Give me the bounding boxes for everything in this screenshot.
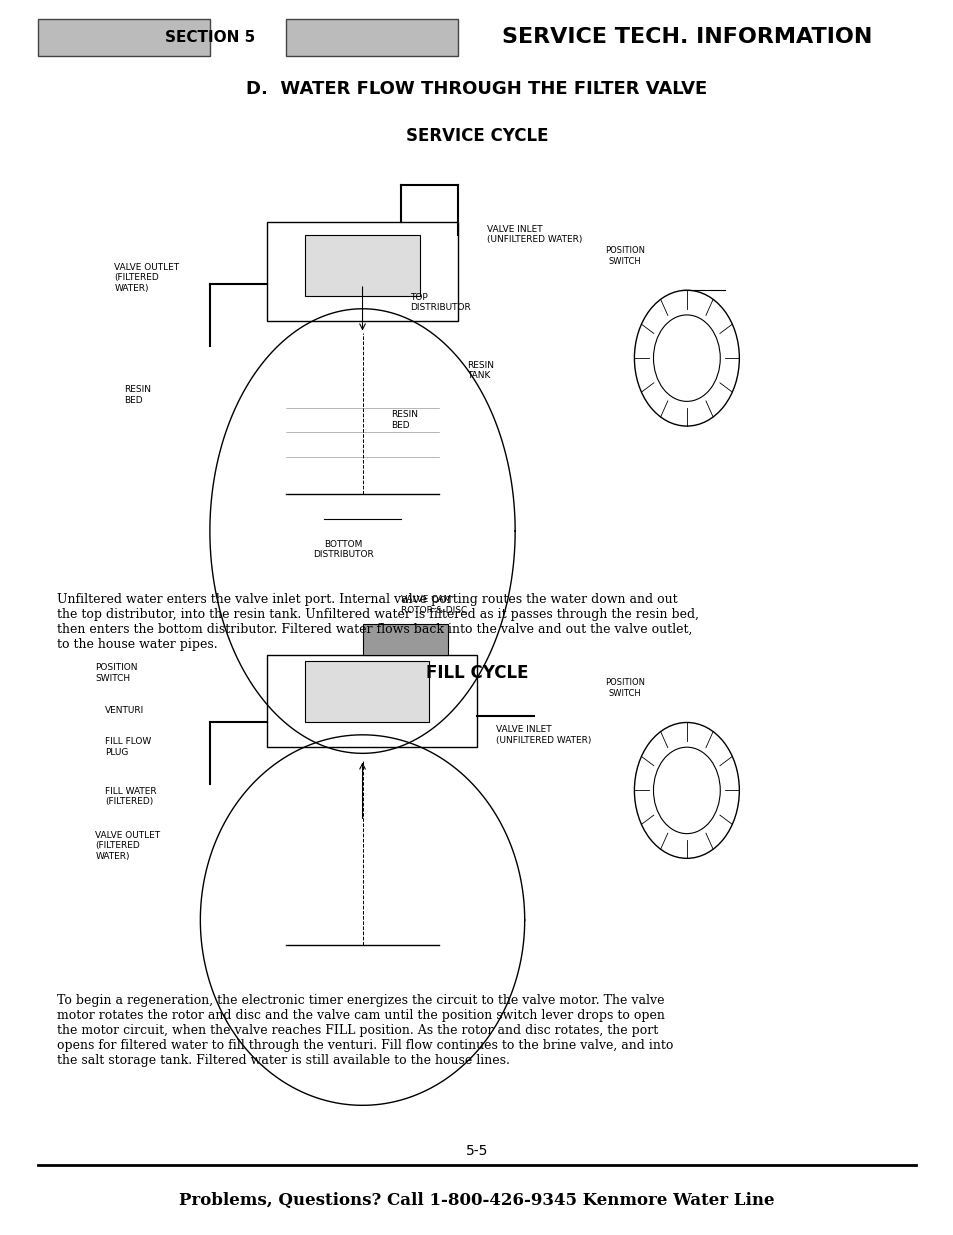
Text: RESIN
BED: RESIN BED <box>391 410 417 430</box>
Text: SECTION 5: SECTION 5 <box>165 30 254 44</box>
Bar <box>362 624 448 655</box>
Text: RESIN
TANK: RESIN TANK <box>467 361 494 380</box>
Text: BOTTOM
DISTRIBUTOR: BOTTOM DISTRIBUTOR <box>313 540 374 559</box>
Text: POSITION
SWITCH: POSITION SWITCH <box>95 663 138 683</box>
Text: FILL CYCLE: FILL CYCLE <box>425 664 528 682</box>
Text: Unfiltered water enters the valve inlet port. Internal valve porting routes the : Unfiltered water enters the valve inlet … <box>57 593 699 651</box>
Text: POSITION
SWITCH: POSITION SWITCH <box>604 678 644 698</box>
Text: VALVE OUTLET
(FILTERED
WATER): VALVE OUTLET (FILTERED WATER) <box>95 831 160 861</box>
Text: VENTURI: VENTURI <box>105 705 144 715</box>
Bar <box>267 222 457 321</box>
Bar <box>305 235 419 296</box>
FancyBboxPatch shape <box>38 19 210 56</box>
Text: D.  WATER FLOW THROUGH THE FILTER VALVE: D. WATER FLOW THROUGH THE FILTER VALVE <box>246 80 707 98</box>
FancyBboxPatch shape <box>286 19 457 56</box>
Text: FILL FLOW
PLUG: FILL FLOW PLUG <box>105 737 151 757</box>
Text: RESIN
BED: RESIN BED <box>124 385 151 405</box>
Text: FILL WATER
(FILTERED): FILL WATER (FILTERED) <box>105 787 156 806</box>
Text: SERVICE TECH. INFORMATION: SERVICE TECH. INFORMATION <box>501 27 871 47</box>
Text: POSITION
SWITCH: POSITION SWITCH <box>604 246 644 266</box>
Text: To begin a regeneration, the electronic timer energizes the circuit to the valve: To begin a regeneration, the electronic … <box>57 994 673 1067</box>
Text: TOP
DISTRIBUTOR: TOP DISTRIBUTOR <box>410 293 471 312</box>
Text: VALVE CAM
ROTOR & DISC: VALVE CAM ROTOR & DISC <box>400 595 466 615</box>
Text: Problems, Questions? Call 1-800-426-9345 Kenmore Water Line: Problems, Questions? Call 1-800-426-9345… <box>179 1192 774 1209</box>
Text: 5-5: 5-5 <box>465 1144 488 1158</box>
Text: VALVE INLET
(UNFILTERED WATER): VALVE INLET (UNFILTERED WATER) <box>496 725 591 745</box>
Bar <box>305 661 429 722</box>
Text: VALVE INLET
(UNFILTERED WATER): VALVE INLET (UNFILTERED WATER) <box>486 225 581 245</box>
Text: SERVICE CYCLE: SERVICE CYCLE <box>405 127 548 144</box>
Text: VALVE OUTLET
(FILTERED
WATER): VALVE OUTLET (FILTERED WATER) <box>114 263 179 293</box>
Bar <box>267 655 476 747</box>
